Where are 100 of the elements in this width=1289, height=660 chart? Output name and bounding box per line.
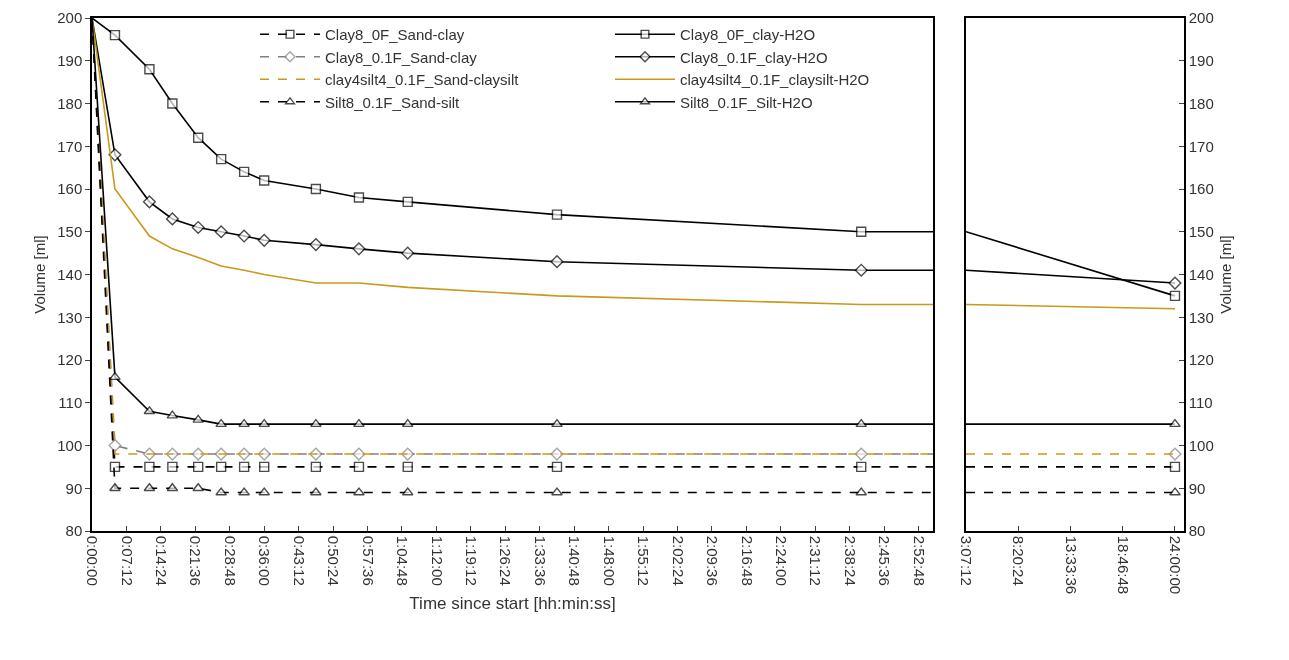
point — [258, 418, 271, 428]
y-tick-label: 90 — [1188, 479, 1206, 497]
point — [551, 209, 563, 220]
point — [214, 225, 228, 239]
point — [144, 64, 155, 75]
point — [238, 461, 250, 473]
point — [550, 255, 564, 269]
y-tick-label: 170 — [1188, 137, 1214, 155]
x-tick-label: 13:33:36 — [1062, 535, 1080, 595]
point — [259, 175, 270, 186]
x-tick-label: 18:46:48 — [1114, 535, 1132, 595]
y-tick-label: 160 — [57, 180, 83, 198]
point — [109, 483, 121, 492]
point — [238, 418, 251, 428]
point — [165, 212, 179, 226]
point — [167, 98, 178, 109]
point — [856, 226, 867, 237]
point — [215, 153, 227, 165]
x-tick-label: 0:00:00 — [84, 535, 102, 586]
point — [854, 447, 868, 461]
point — [193, 132, 204, 143]
point — [551, 487, 563, 496]
x-tick-label: 0:43:12 — [290, 535, 308, 586]
point — [309, 418, 322, 428]
point — [191, 220, 205, 235]
point — [402, 461, 413, 473]
x-tick-label: 24:00:00 — [1167, 535, 1185, 595]
y-tick-label: 140 — [57, 265, 83, 283]
x-tick-label: 2:52:48 — [910, 535, 928, 586]
y-tick-label: 190 — [1188, 52, 1214, 69]
x-tick-label: 0:07:12 — [118, 535, 136, 586]
y-tick-label: 180 — [1188, 94, 1214, 112]
point — [109, 29, 121, 41]
point — [167, 461, 178, 473]
legend-label: Silt8_0.1F_Silt-H2O — [680, 93, 813, 111]
point — [257, 233, 271, 247]
point — [310, 183, 322, 195]
y-tick-label: 140 — [1188, 265, 1214, 283]
point — [215, 461, 227, 473]
y-tick-label: 200 — [57, 9, 83, 27]
point — [109, 371, 121, 381]
x-tick-label: 2:38:24 — [841, 535, 859, 586]
x-tick-label: 2:31:12 — [807, 535, 825, 586]
y-tick-label: 130 — [1188, 308, 1214, 326]
y-tick-label: 120 — [1188, 351, 1214, 369]
x-tick-label: 2:24:00 — [772, 535, 790, 586]
x-tick-label: 2:09:36 — [704, 535, 722, 586]
x-tick-label: 2:16:48 — [738, 535, 756, 586]
legend-label: Clay8_0F_clay-H2O — [680, 26, 816, 44]
point — [551, 461, 563, 473]
point — [108, 438, 122, 453]
point — [310, 461, 322, 473]
y-tick-label: 170 — [57, 137, 83, 155]
point — [401, 418, 414, 428]
point — [855, 418, 868, 428]
x-tick-label: 0:57:36 — [359, 535, 377, 586]
y-tick-label: 90 — [65, 479, 83, 497]
point — [353, 461, 365, 473]
x-tick-label: 1:12:00 — [428, 535, 446, 586]
point — [856, 461, 867, 473]
x-tick-label: 3:07:12 — [958, 535, 976, 586]
point — [854, 263, 868, 277]
x-axis-title: Time since start [hh:min:ss] — [409, 593, 616, 613]
point — [353, 192, 365, 203]
legend-label: clay4silt4_0.1F_Sand-claysilt — [325, 71, 520, 89]
y-tick-label: 180 — [57, 94, 83, 112]
point — [352, 242, 366, 256]
x-tick-label: 2:45:36 — [876, 535, 894, 586]
y-tick-label: 190 — [57, 52, 83, 69]
point — [144, 461, 155, 473]
point — [142, 195, 156, 209]
y-tick-label: 100 — [57, 436, 83, 454]
legend-label: Clay8_0.1F_clay-H2O — [680, 48, 828, 66]
x-tick-label: 1:48:00 — [600, 535, 618, 586]
y-tick-label: 150 — [57, 223, 83, 240]
y-tick-label: 200 — [1188, 9, 1214, 27]
point — [353, 487, 365, 496]
x-tick-label: 1:55:12 — [635, 535, 653, 586]
y-tick-label: 160 — [1188, 180, 1214, 198]
point — [193, 461, 204, 473]
y-tick-label: 80 — [65, 522, 83, 540]
legend-label: Clay8_0F_Sand-clay — [325, 26, 465, 44]
point — [237, 229, 251, 243]
y-tick-label: 120 — [57, 351, 83, 369]
y-tick-label: 130 — [57, 308, 83, 326]
y-axis-title: Volume [ml] — [1217, 235, 1235, 314]
y-tick-label: 150 — [1188, 223, 1214, 240]
x-tick-label: 2:02:24 — [669, 535, 687, 586]
legend-label: clay4silt4_0.1F_claysilt-H2O — [680, 71, 870, 89]
legend-label: Silt8_0.1F_Sand-silt — [325, 93, 461, 111]
x-tick-label: 0:28:48 — [221, 535, 239, 586]
point — [353, 418, 365, 428]
x-tick-label: 1:04:48 — [394, 535, 412, 586]
x-tick-label: 0:14:24 — [153, 535, 171, 586]
x-tick-label: 1:33:36 — [531, 535, 549, 586]
x-tick-label: 0:21:36 — [187, 535, 205, 586]
y-tick-label: 80 — [1188, 522, 1206, 540]
point — [215, 418, 228, 428]
x-tick-label: 1:26:24 — [497, 535, 515, 586]
x-tick-label: 1:19:12 — [463, 535, 481, 586]
